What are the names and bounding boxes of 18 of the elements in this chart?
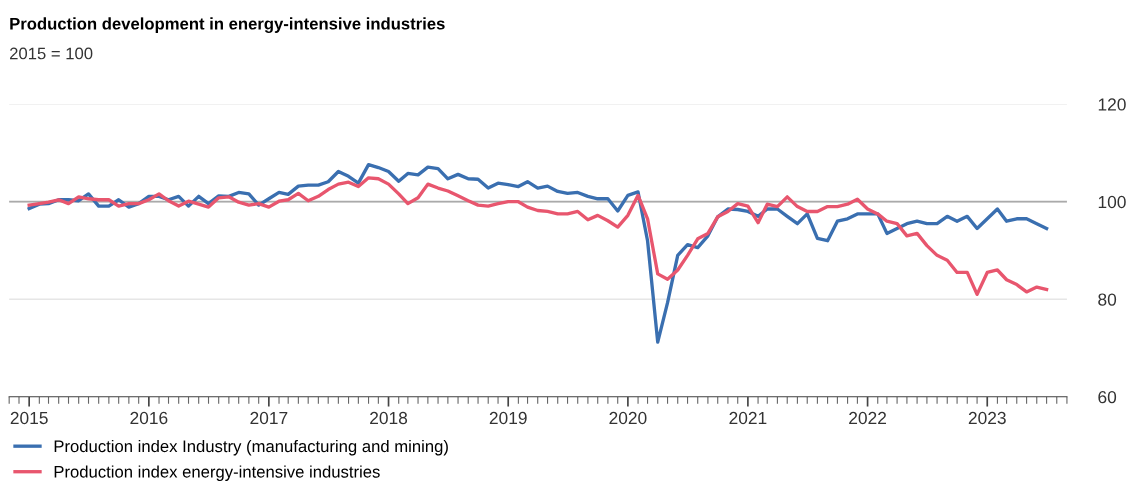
legend-label: Production index energy-intensive industries (54, 465, 380, 481)
x-tick-label: 2021 (729, 411, 767, 425)
x-tick-label: 2022 (849, 411, 887, 425)
x-tick-label: 2015 (10, 411, 48, 425)
x-tick-label: 2023 (968, 411, 1006, 425)
x-tick-label: 2020 (609, 411, 647, 425)
y-tick-label: 120 (1098, 98, 1126, 111)
x-tick-label: 2018 (370, 411, 408, 425)
x-tick-label: 2019 (489, 411, 527, 425)
y-tick-label: 100 (1098, 195, 1126, 209)
x-tick-label: 2016 (130, 411, 168, 425)
x-tick-label: 2017 (250, 411, 288, 425)
y-tick-label: 60 (1098, 390, 1117, 404)
y-tick-label: 80 (1098, 293, 1117, 306)
legend-label: Production index Industry (manufacturing and mining) (54, 439, 448, 456)
chart-title: Production development in energy-intensive industries (10, 17, 445, 33)
chart-subtitle: 2015 = 100 (10, 47, 93, 60)
line-series (27, 176, 1049, 297)
